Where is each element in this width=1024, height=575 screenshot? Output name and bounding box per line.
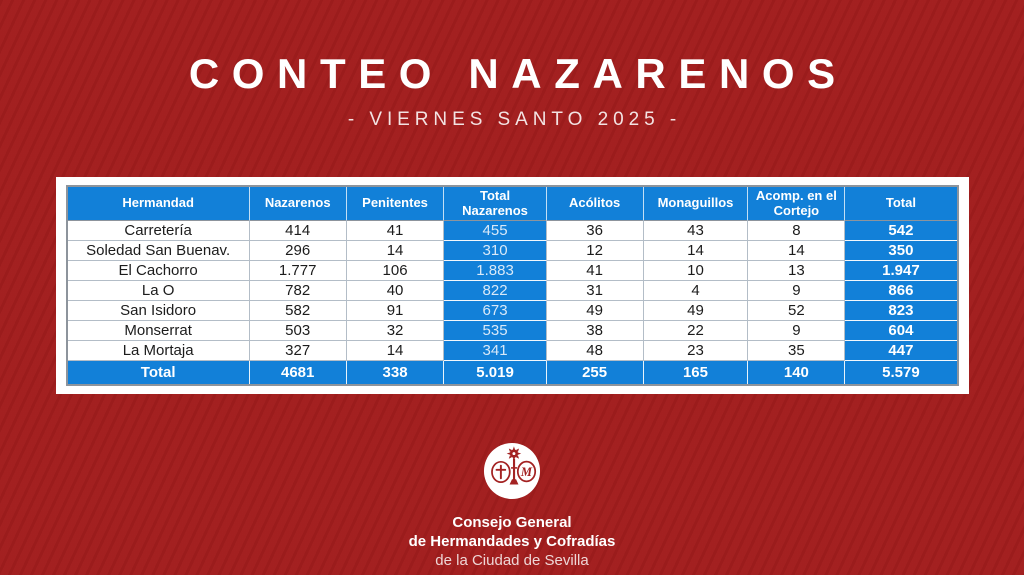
hermandad-name: El Cachorro: [67, 261, 250, 281]
table-row: La Mortaja 327 14 341 48 23 35 447: [67, 341, 957, 361]
value-cell: 296: [249, 241, 347, 261]
value-cell: 4: [643, 281, 749, 301]
table-row: Soledad San Buenav. 296 14 310 12 14 14 350: [67, 241, 957, 261]
value-cell: 32: [346, 321, 445, 341]
value-cell: 1.777: [249, 261, 347, 281]
value-cell: 8: [748, 221, 846, 241]
footer-org-line3: de la Ciudad de Sevilla: [435, 552, 589, 570]
hermandad-name: La Mortaja: [67, 341, 250, 361]
value-cell: 673: [444, 301, 547, 321]
column-header: Acomp. en el Cortejo: [748, 187, 846, 221]
value-cell: 49: [546, 301, 644, 321]
table-row: Monserrat 503 32 535 38 22 9 604: [67, 321, 957, 341]
value-cell: 341: [444, 341, 547, 361]
hermandad-name: Carretería: [67, 221, 250, 241]
table-total-row: Total 4681 338 5.019 255 165 140 5.579: [67, 361, 957, 384]
value-cell: 52: [748, 301, 846, 321]
page-subtitle: - VIERNES SANTO 2025 -: [347, 109, 682, 130]
page-title: CONTEO NAZARENOS: [188, 50, 848, 97]
value-cell: 35: [748, 341, 846, 361]
value-cell: 782: [249, 281, 347, 301]
total-value-cell: 5.019: [444, 361, 547, 384]
value-cell: 9: [748, 321, 846, 341]
value-cell: 36: [546, 221, 644, 241]
page-footer: M Consejo General de Hermandades y Cofra…: [0, 442, 1024, 571]
value-cell: 22: [643, 321, 749, 341]
table-card: Hermandad Nazarenos Penitentes Total Nazare…: [55, 177, 969, 394]
value-cell: 9: [748, 281, 846, 301]
total-value-cell: 165: [643, 361, 749, 384]
value-cell: 48: [546, 341, 644, 361]
total-value-cell: 338: [346, 361, 445, 384]
svg-text:M: M: [520, 465, 533, 479]
value-cell: 14: [346, 241, 445, 261]
value-cell: 12: [546, 241, 644, 261]
column-header: Total: [845, 187, 957, 221]
value-cell: 41: [346, 221, 445, 241]
value-cell: 10: [643, 261, 749, 281]
value-cell: 535: [444, 321, 547, 341]
value-cell: 40: [346, 281, 445, 301]
footer-org-line2: de Hermandades y Cofradías: [408, 533, 616, 551]
value-cell: 866: [845, 281, 957, 301]
value-cell: 1.947: [845, 261, 957, 281]
value-cell: 455: [444, 221, 547, 241]
value-cell: 13: [748, 261, 846, 281]
column-header: Penitentes: [346, 187, 445, 221]
total-row-label: Total: [67, 361, 250, 384]
total-value-cell: 255: [546, 361, 644, 384]
column-header: Acólitos: [546, 187, 644, 221]
value-cell: 106: [346, 261, 445, 281]
value-cell: 23: [643, 341, 749, 361]
table-header-row: Hermandad Nazarenos Penitentes Total Nazare…: [67, 187, 957, 221]
value-cell: 14: [346, 341, 445, 361]
column-header: Hermandad: [67, 187, 250, 221]
value-cell: 43: [643, 221, 749, 241]
page-header: CONTEO NAZARENOS - VIERNES SANTO 2025 -: [0, 0, 1024, 131]
value-cell: 503: [249, 321, 347, 341]
column-header: Monaguillos: [643, 187, 749, 221]
value-cell: 582: [249, 301, 347, 321]
value-cell: 31: [546, 281, 644, 301]
value-cell: 91: [346, 301, 445, 321]
value-cell: 1.883: [444, 261, 547, 281]
hermandad-name: San Isidoro: [67, 301, 250, 321]
value-cell: 542: [845, 221, 957, 241]
value-cell: 604: [845, 321, 957, 341]
hermandad-name: Monserrat: [67, 321, 250, 341]
footer-org-line1: Consejo General: [452, 514, 572, 531]
table-row: El Cachorro 1.777 106 1.883 41 10 13 1.947: [67, 261, 957, 281]
consejo-emblem-icon: M: [483, 442, 541, 500]
table-row: San Isidoro 582 91 673 49 49 52 823: [67, 301, 957, 321]
hermandad-name: Soledad San Buenav.: [67, 241, 250, 261]
table-row: La O 782 40 822 31 4 9 866: [67, 281, 957, 301]
value-cell: 350: [845, 241, 957, 261]
hermandad-name: La O: [67, 281, 250, 301]
value-cell: 14: [748, 241, 846, 261]
value-cell: 447: [845, 341, 957, 361]
value-cell: 14: [643, 241, 749, 261]
total-value-cell: 140: [748, 361, 846, 384]
value-cell: 310: [444, 241, 547, 261]
value-cell: 822: [444, 281, 547, 301]
value-cell: 414: [249, 221, 347, 241]
footer-text: Consejo General de Hermandades y Cofradí…: [0, 513, 1024, 571]
value-cell: 327: [249, 341, 347, 361]
total-value-cell: 4681: [249, 361, 347, 384]
value-cell: 823: [845, 301, 957, 321]
table-row: Carretería 414 41 455 36 43 8 542: [67, 221, 957, 241]
total-value-cell: 5.579: [845, 361, 957, 384]
value-cell: 49: [643, 301, 749, 321]
column-header: Total Nazarenos: [444, 187, 547, 221]
conteo-nazarenos-table: Hermandad Nazarenos Penitentes Total Nazare…: [65, 185, 959, 386]
value-cell: 38: [546, 321, 644, 341]
value-cell: 41: [546, 261, 644, 281]
column-header: Nazarenos: [249, 187, 347, 221]
